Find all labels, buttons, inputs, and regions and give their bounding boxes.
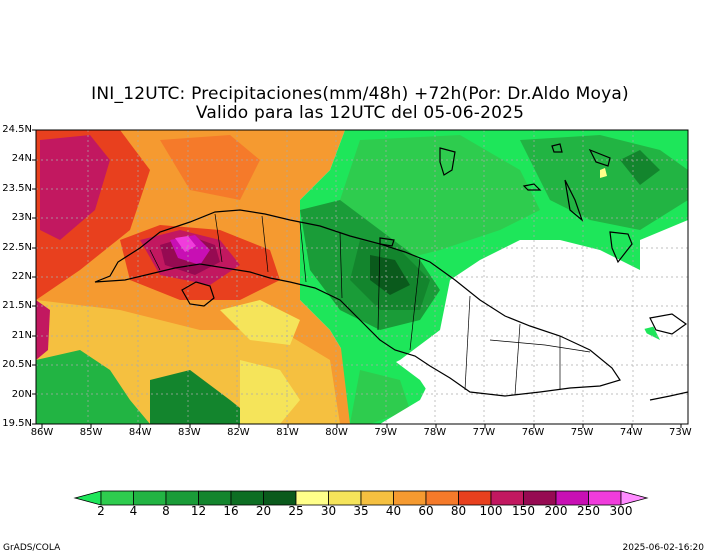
lat-label: 21N [11,329,32,341]
lat-label: 20N [11,388,32,400]
legend-swatch [263,490,297,506]
legend-swatch [328,490,362,506]
legend-swatch [165,490,199,506]
lon-label: 79W [374,427,397,438]
lon-label: 78W [423,427,447,438]
legend-break-label: 20 [255,504,272,518]
lon-label: 86W [30,427,54,438]
lon-label: 85W [79,427,103,438]
lon-label: 83W [177,427,201,438]
legend-swatch [73,490,102,506]
lat-label: 23N [11,212,32,224]
legend-break-label: 250 [577,504,600,518]
legend-break-label: 100 [479,504,503,518]
lat-label: 20.5N [2,359,32,371]
legend-break-label: 4 [129,504,138,518]
lat-label: 22N [11,271,32,282]
chart-title: INI_12UTC: Precipitaciones(mm/48h) +72h(… [91,84,629,104]
axis-ticks [32,129,682,428]
legend-break-label: 12 [190,504,207,518]
legend-break-label: 150 [512,504,535,518]
footer-source: GrADS/COLA [3,543,61,553]
chart-subtitle: Valido para las 12UTC del 05-06-2025 [195,103,525,123]
legend-break-label: 30 [320,504,337,518]
footer-timestamp: 2025-06-02-16:20 [622,543,705,553]
legend-break-label: 80 [450,504,467,518]
legend-break-label: 35 [353,504,369,518]
lat-label: 24.5N [2,124,32,135]
lon-label: 76W [521,427,545,438]
legend-swatch [230,490,264,506]
legend-swatch [360,490,394,506]
lat-label: 22.5N [2,241,32,253]
legend-swatch [100,490,134,506]
legend-break-label: 2 [97,504,105,518]
legend-swatch [620,490,649,506]
legend-swatch [555,490,589,506]
precipitation-field [36,130,688,424]
lon-label: 74W [619,427,643,438]
legend-swatch [458,490,492,506]
legend-swatch [393,490,427,506]
lon-label: 84W [128,427,152,438]
legend-break-label: 300 [609,504,633,518]
lat-label: 23.5N [2,182,32,194]
legend-swatch [133,490,167,506]
legend-break-label: 8 [162,504,170,518]
coastlines [94,143,688,401]
lon-label: 81W [276,427,299,438]
legend-break-label: 16 [223,504,239,518]
legend-swatch [490,490,524,506]
lat-label: 19.5N [2,418,32,429]
legend-break-label: 200 [544,504,568,518]
color-legend-bar [73,490,649,506]
lat-label: 24N [11,153,32,165]
legend-swatch [523,490,557,506]
legend-swatch [295,490,329,506]
graticule [36,130,688,424]
lon-label: 73W [668,427,692,438]
legend-break-label: 40 [385,504,402,518]
legend-break-label: 60 [418,504,434,518]
lat-label: 21.5N [2,300,32,312]
lon-label: 77W [472,427,496,438]
lon-label: 75W [570,427,594,438]
lon-label: 82W [227,427,250,438]
legend-swatch [425,490,459,506]
legend-break-label: 25 [288,504,304,518]
lon-label: 80W [325,427,348,438]
legend-swatch [588,490,622,506]
province-borders [149,213,591,396]
legend-swatch [198,490,232,506]
